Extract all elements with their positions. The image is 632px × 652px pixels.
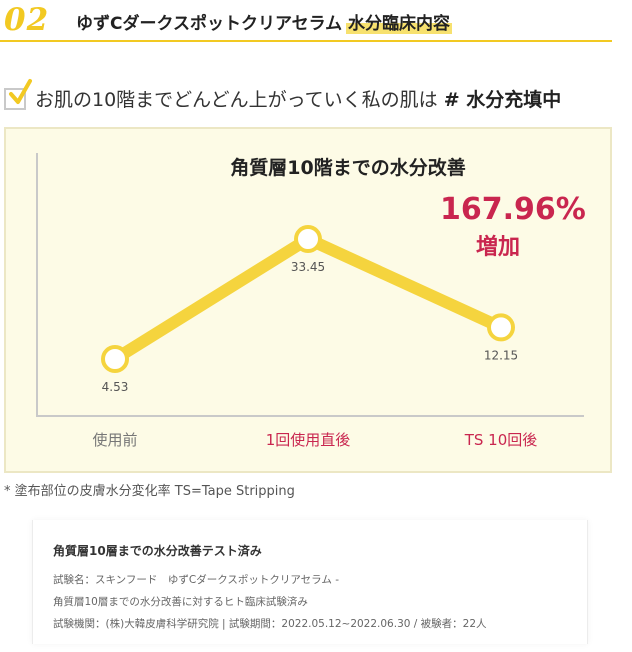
footnote: * 塗布部位の皮膚水分変化率 TS=Tape Stripping	[4, 484, 295, 499]
header-divider	[0, 40, 612, 42]
test-info-title: 角質層10層までの水分改善テスト済み	[53, 544, 262, 558]
subheading: お肌の10階までどんどん上がっていく私の肌は # 水分充填中	[35, 85, 561, 112]
x-tick-label: TS 10回後	[464, 431, 538, 449]
test-info-line: 角質層10層までの水分改善に対するヒト臨床試験済み	[53, 596, 308, 608]
header-title: ゆずCダークスポットクリアセラム 水分臨床内容	[76, 9, 450, 34]
x-tick-label: 1回使用直後	[266, 431, 351, 449]
data-label: 33.45	[291, 260, 325, 274]
data-label: 12.15	[484, 348, 518, 362]
chart-title: 角質層10階までの水分改善	[230, 157, 466, 179]
x-tick-label: 使用前	[92, 431, 137, 449]
step-number: 02	[4, 2, 50, 38]
section-header: 02 ゆずCダークスポットクリアセラム 水分臨床内容	[0, 0, 632, 46]
increase-label: 増加	[476, 235, 521, 260]
data-point	[487, 313, 515, 342]
subheading-emphasis: # 水分充填中	[443, 89, 562, 111]
data-label: 4.53	[102, 380, 129, 394]
increase-percentage: 167.96%	[440, 192, 586, 227]
subheading-text: お肌の10階までどんどん上がっていく私の肌は	[35, 89, 438, 111]
chart-panel: 4.53 33.45 12.15 使用前 1回使用直後 TS 10回後 角質層10階までの…	[4, 127, 612, 473]
test-info-line: 試験名：スキンフード ゆずCダークスポットクリアセラム -	[53, 574, 339, 586]
data-point	[294, 225, 322, 253]
checkmark-icon	[9, 79, 32, 104]
moisture-line-chart: 4.53 33.45 12.15 使用前 1回使用直後 TS 10回後	[36, 153, 584, 449]
series-line	[109, 233, 507, 365]
test-info-box: 角質層10層までの水分改善テスト済み 試験名：スキンフード ゆずCダークスポット…	[32, 520, 588, 644]
data-point	[101, 345, 129, 373]
header-highlight: 水分臨床内容	[348, 14, 451, 34]
test-info-line: 試験機関：(株)大韓皮膚科学研究院 | 試験期間：2022.05.12~2022…	[53, 618, 487, 630]
product-name: ゆずCダークスポットクリアセラム	[76, 14, 343, 34]
